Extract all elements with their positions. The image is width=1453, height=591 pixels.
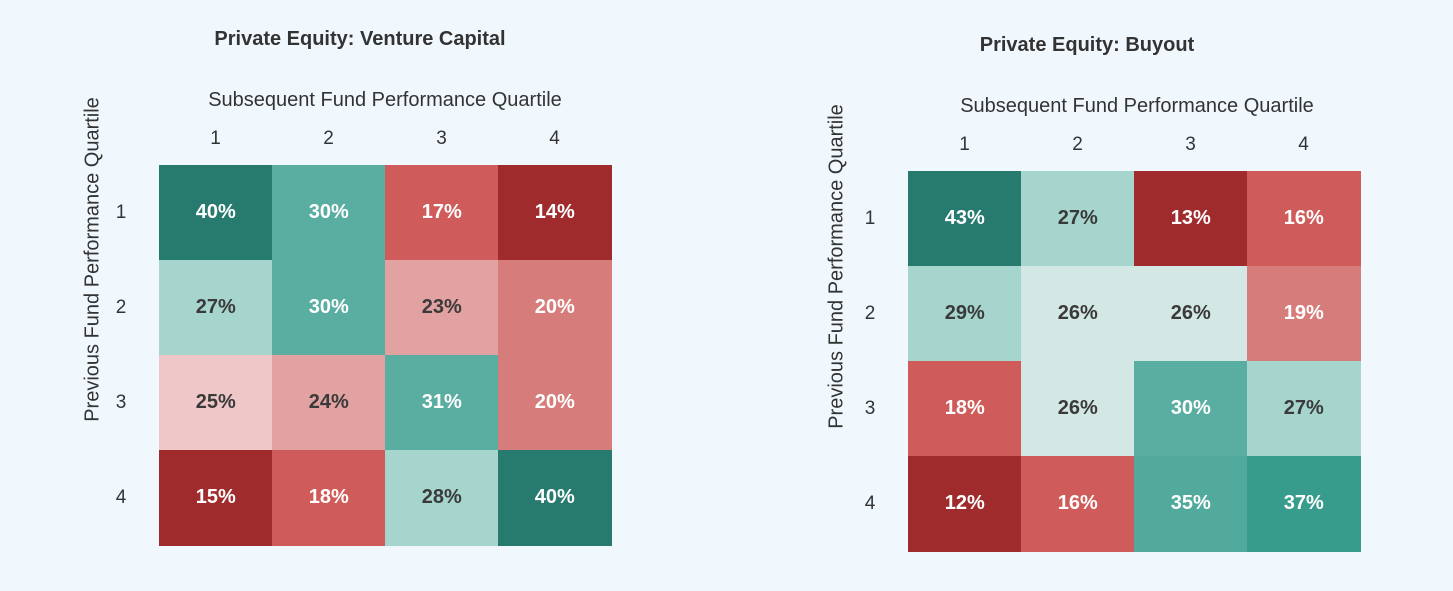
y-tick-label: 2 <box>864 302 876 324</box>
y-tick-label: 1 <box>864 207 876 229</box>
heatmap-cell: 40% <box>159 165 273 261</box>
heatmap-cell: 12% <box>908 456 1022 552</box>
x-tick-label: 3 <box>436 128 447 149</box>
heatmap-cell: 28% <box>385 450 499 546</box>
heatmap-cell: 27% <box>1021 171 1135 267</box>
y-tick-label: 4 <box>115 486 127 508</box>
heatmap-cell: 31% <box>385 355 499 451</box>
y-axis-label: Previous Fund Performance Quartile <box>81 97 104 422</box>
heatmap-cell: 13% <box>1134 171 1248 267</box>
heatmap-cell: 18% <box>272 450 386 546</box>
heatmap-cell: 29% <box>908 266 1022 362</box>
heatmap-cell: 30% <box>1134 361 1248 457</box>
heatmap-cell: 27% <box>159 260 273 356</box>
heatmap-cell: 35% <box>1134 456 1248 552</box>
heatmap-cell: 17% <box>385 165 499 261</box>
heatmap-cell: 16% <box>1021 456 1135 552</box>
heatmap-cell: 26% <box>1134 266 1248 362</box>
heatmap-cell: 23% <box>385 260 499 356</box>
heatmap-cell: 26% <box>1021 361 1135 457</box>
heatmap-buyout: Private Equity: Buyout Subsequent Fund P… <box>817 26 1397 566</box>
heatmap-cell: 19% <box>1247 266 1361 362</box>
heatmap-cell: 27% <box>1247 361 1361 457</box>
chart-title: Private Equity: Venture Capital <box>214 28 506 50</box>
x-tick-label: 1 <box>959 134 970 155</box>
heatmap-cell: 14% <box>498 165 612 261</box>
heatmap-cell: 37% <box>1247 456 1361 552</box>
x-tick-label: 4 <box>1298 134 1309 155</box>
y-tick-label: 3 <box>864 397 876 419</box>
heatmap-grid: 40% 30% 17% 14% 27% 30% 23% 20% 25% 24% 31% 20% 15% 1… <box>159 165 612 546</box>
heatmap-cell: 15% <box>159 450 273 546</box>
x-tick-label: 2 <box>323 128 334 149</box>
heatmap-cell: 18% <box>908 361 1022 457</box>
heatmap-cell: 25% <box>159 355 273 451</box>
heatmap-cell: 43% <box>908 171 1022 267</box>
y-tick-label: 3 <box>115 391 127 413</box>
heatmap-cell: 26% <box>1021 266 1135 362</box>
x-tick-label: 3 <box>1185 134 1196 155</box>
x-tick-label: 2 <box>1072 134 1083 155</box>
y-tick-label: 1 <box>115 201 127 223</box>
heatmap-cell: 30% <box>272 260 386 356</box>
x-axis-label: Subsequent Fund Performance Quartile <box>208 89 562 111</box>
heatmap-grid: 43% 27% 13% 16% 29% 26% 26% 19% 18% 26% 30% 27% 12% 1… <box>908 171 1361 552</box>
heatmap-cell: 40% <box>498 450 612 546</box>
heatmap-cell: 20% <box>498 260 612 356</box>
heatmap-cell: 30% <box>272 165 386 261</box>
y-tick-label: 4 <box>864 492 876 514</box>
y-axis-label: Previous Fund Performance Quartile <box>825 104 848 429</box>
heatmap-cell: 16% <box>1247 171 1361 267</box>
heatmap-cell: 24% <box>272 355 386 451</box>
x-axis-label: Subsequent Fund Performance Quartile <box>960 95 1314 117</box>
x-tick-label: 1 <box>210 128 221 149</box>
chart-title: Private Equity: Buyout <box>979 34 1195 56</box>
heatmap-venture-capital: Private Equity: Venture Capital Subseque… <box>70 20 650 560</box>
heatmap-cell: 20% <box>498 355 612 451</box>
x-tick-label: 4 <box>549 128 560 149</box>
y-tick-label: 2 <box>115 296 127 318</box>
